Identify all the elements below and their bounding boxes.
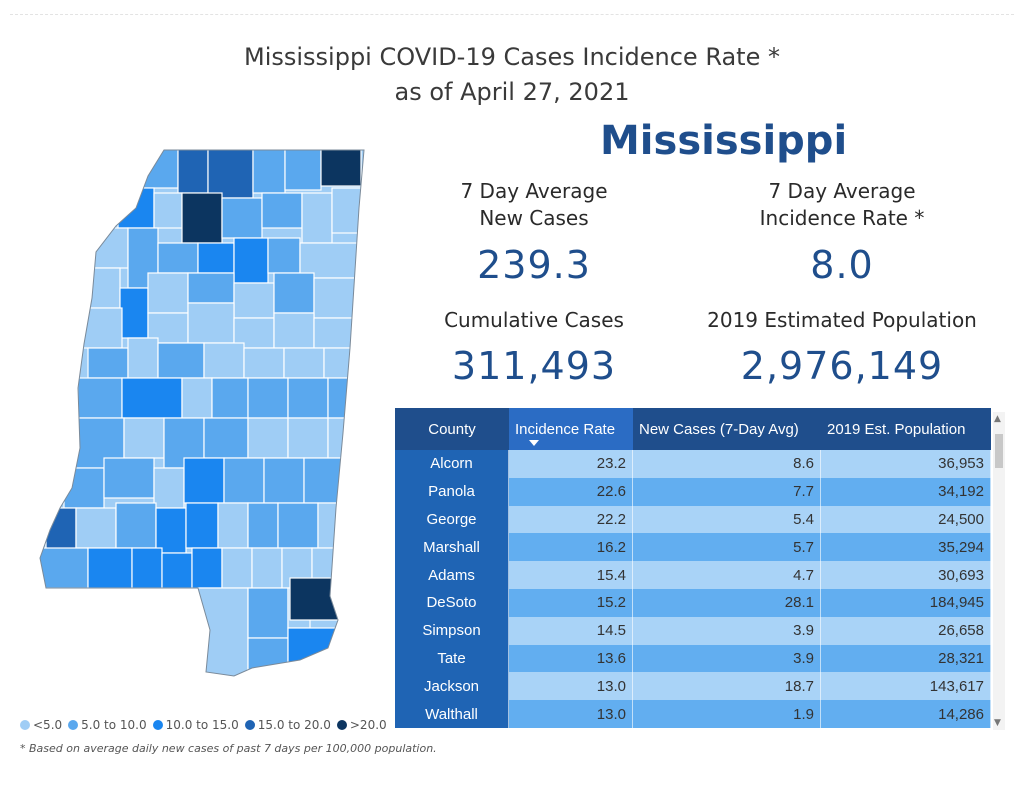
- table-row[interactable]: DeSoto 15.2 28.1 184,945: [395, 588, 991, 617]
- value-cell: 28,321: [821, 644, 991, 673]
- value-cell: 1.9: [633, 700, 821, 728]
- value-cell: 26,658: [821, 616, 991, 645]
- table-row[interactable]: Marshall 16.2 5.7 35,294: [395, 533, 991, 562]
- value-cell: 184,945: [821, 588, 991, 617]
- value-cell: 8.6: [633, 450, 821, 478]
- kpi-population-value: 2,976,149: [740, 344, 944, 388]
- legend-swatch: [152, 720, 163, 730]
- value-cell: 23.2: [509, 450, 633, 478]
- state-outline: [39, 149, 365, 677]
- column-header-county[interactable]: County: [428, 420, 476, 438]
- column-header-incidence-rate[interactable]: Incidence Rate: [509, 408, 633, 450]
- value-cell: 13.0: [509, 672, 633, 701]
- county-cell: Panola: [395, 477, 509, 506]
- scroll-down-icon[interactable]: ▼: [994, 718, 1001, 728]
- table-row[interactable]: Alcorn 23.2 8.6 36,953: [395, 450, 991, 478]
- legend-label: 10.0 to 15.0: [165, 718, 239, 732]
- value-cell: 35,294: [821, 533, 991, 562]
- state-name: Mississippi: [600, 118, 848, 164]
- county-cell: Tate: [395, 644, 509, 673]
- value-cell: 13.6: [509, 644, 633, 673]
- column-header-new-cases[interactable]: New Cases (7-Day Avg): [639, 420, 799, 438]
- value-cell: 7.7: [633, 477, 821, 506]
- sort-descending-icon: [529, 440, 539, 446]
- legend-label: >20.0: [349, 718, 387, 732]
- table-row[interactable]: Adams 15.4 4.7 30,693: [395, 561, 991, 589]
- scrollbar-thumb[interactable]: [995, 434, 1003, 468]
- value-cell: 34,192: [821, 477, 991, 506]
- legend-item: 10.0 to 15.0: [152, 718, 239, 732]
- legend-item: 15.0 to 20.0: [244, 718, 331, 732]
- county-cell: Marshall: [395, 533, 509, 562]
- value-cell: 24,500: [821, 505, 991, 534]
- kpi-label-line: Incidence Rate *: [759, 206, 925, 230]
- county-cell: DeSoto: [395, 588, 509, 617]
- value-cell: 18.7: [633, 672, 821, 701]
- column-header-population[interactable]: 2019 Est. Population: [827, 420, 966, 438]
- legend-swatch: [68, 720, 79, 730]
- value-cell: 14,286: [821, 700, 991, 728]
- value-cell: 16.2: [509, 533, 633, 562]
- top-divider: [10, 14, 1014, 15]
- title-line-1: Mississippi COVID-19 Cases Incidence Rat…: [243, 43, 780, 71]
- table-scrollbar[interactable]: ▲ ▼: [993, 412, 1005, 730]
- legend-label: <5.0: [33, 718, 63, 732]
- county-cell: Adams: [395, 561, 509, 589]
- legend-swatch: [244, 720, 255, 730]
- value-cell: 14.5: [509, 616, 633, 645]
- table-row[interactable]: Panola 22.6 7.7 34,192: [395, 477, 991, 506]
- kpi-avg-new-cases-label: 7 Day Average New Cases: [414, 178, 654, 232]
- value-cell: 15.4: [509, 561, 633, 589]
- value-cell: 15.2: [509, 588, 633, 617]
- table-row[interactable]: George 22.2 5.4 24,500: [395, 505, 991, 534]
- legend-item: >20.0: [336, 718, 387, 732]
- value-cell: 28.1: [633, 588, 821, 617]
- kpi-cumulative-label: Cumulative Cases: [444, 308, 624, 332]
- value-cell: 5.7: [633, 533, 821, 562]
- kpi-label-line: New Cases: [479, 206, 589, 230]
- value-cell: 22.2: [509, 505, 633, 534]
- scroll-up-icon[interactable]: ▲: [994, 414, 1001, 424]
- kpi-avg-incidence-label: 7 Day Average Incidence Rate *: [712, 178, 972, 232]
- table-row[interactable]: Simpson 14.5 3.9 26,658: [395, 616, 991, 645]
- table-row[interactable]: Tate 13.6 3.9 28,321: [395, 644, 991, 673]
- legend-label: 5.0 to 10.0: [81, 718, 147, 732]
- value-cell: 22.6: [509, 477, 633, 506]
- legend-item: 5.0 to 10.0: [68, 718, 147, 732]
- column-header-label: Incidence Rate: [515, 420, 616, 438]
- page-title: Mississippi COVID-19 Cases Incidence Rat…: [0, 40, 1024, 110]
- legend-swatch: [20, 720, 30, 730]
- legend-item: <5.0: [20, 718, 62, 732]
- county-cell: Jackson: [395, 672, 509, 701]
- value-cell: 3.9: [633, 644, 821, 673]
- value-cell: 3.9: [633, 616, 821, 645]
- county-cell: George: [395, 505, 509, 534]
- value-cell: 30,693: [821, 561, 991, 589]
- kpi-avg-incidence-value: 8.0: [810, 243, 874, 287]
- value-cell: 5.4: [633, 505, 821, 534]
- footnote: * Based on average daily new cases of pa…: [20, 742, 437, 755]
- table-row[interactable]: Walthall 13.0 1.9 14,286: [395, 700, 991, 728]
- county-cell: Walthall: [395, 700, 509, 728]
- value-cell: 4.7: [633, 561, 821, 589]
- county-cell: Simpson: [395, 616, 509, 645]
- value-cell: 36,953: [821, 450, 991, 478]
- legend-label: 15.0 to 20.0: [257, 718, 331, 732]
- county-cell: Alcorn: [395, 450, 509, 478]
- mississippi-county-map[interactable]: [38, 148, 374, 680]
- table-body: Alcorn 23.2 8.6 36,953 Panola 22.6 7.7 34,192 Ge…: [395, 450, 991, 728]
- table-row[interactable]: Jackson 13.0 18.7 143,617: [395, 672, 991, 701]
- kpi-label-line: 7 Day Average: [768, 179, 916, 203]
- legend-swatch: [336, 720, 347, 730]
- kpi-avg-new-cases-value: 239.3: [477, 243, 591, 287]
- value-cell: 13.0: [509, 700, 633, 728]
- kpi-label-line: 7 Day Average: [460, 179, 608, 203]
- kpi-cumulative-value: 311,493: [451, 344, 617, 388]
- table-header: County Incidence Rate New Cases (7-Day A…: [395, 408, 991, 450]
- county-table: County Incidence Rate New Cases (7-Day A…: [395, 408, 991, 730]
- map-legend: <5.0 5.0 to 10.0 10.0 to 15.0 15.0 to 20…: [20, 718, 387, 732]
- value-cell: 143,617: [821, 672, 991, 701]
- kpi-population-label: 2019 Estimated Population: [707, 308, 977, 332]
- title-line-2: as of April 27, 2021: [394, 78, 630, 106]
